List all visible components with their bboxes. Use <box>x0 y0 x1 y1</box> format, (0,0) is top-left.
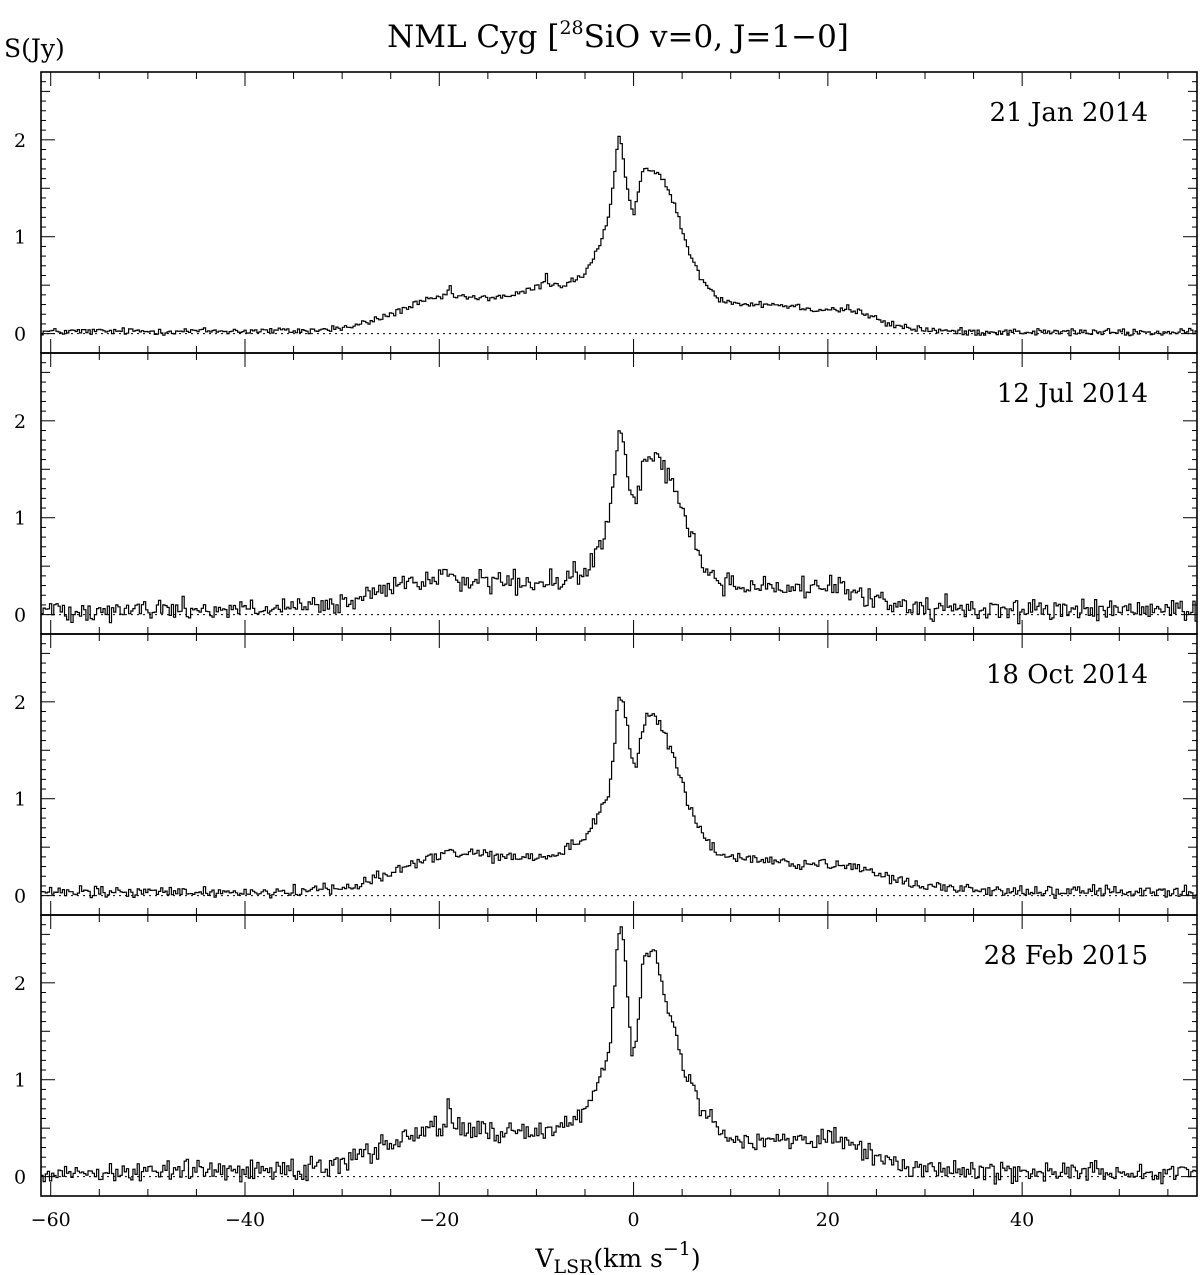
x-label-subscript: LSR <box>553 1256 594 1275</box>
spectrum-series <box>41 135 1198 337</box>
panel-frame <box>40 914 1198 1197</box>
title-prefix: NML Cyg [ <box>387 19 559 55</box>
x-label-main: V <box>534 1244 554 1273</box>
y-tick-label: 1 <box>14 227 26 249</box>
y-tick-label: 1 <box>14 789 26 811</box>
panel-label: 21 Jan 2014 <box>990 98 1148 128</box>
title-superscript: 28 <box>559 17 583 39</box>
y-tick-label: 0 <box>14 1167 26 1189</box>
panel-label: 18 Oct 2014 <box>986 660 1148 690</box>
y-tick-label: 2 <box>14 130 26 152</box>
spectrum-series <box>41 926 1198 1185</box>
y-tick-label: 0 <box>14 605 26 627</box>
x-tick-label: 0 <box>628 1209 640 1231</box>
x-tick-label: 40 <box>1010 1209 1034 1231</box>
y-tick-label: 2 <box>14 411 26 433</box>
x-tick-label: −60 <box>31 1209 71 1231</box>
spectrum-series <box>41 696 1198 899</box>
spectrum-series <box>41 430 1198 625</box>
y-tick-label: 1 <box>14 1070 26 1092</box>
title-suffix: SiO v=0, J=1−0] <box>584 19 849 55</box>
y-tick-label: 2 <box>14 973 26 995</box>
y-axis-label: S(Jy) <box>4 34 65 63</box>
x-label-exponent: −1 <box>663 1238 691 1260</box>
x-tick-label: −40 <box>225 1209 265 1231</box>
y-tick-label: 1 <box>14 508 26 530</box>
y-tick-label: 2 <box>14 692 26 714</box>
x-label-unit: (km s <box>593 1244 662 1273</box>
chart-title: NML Cyg [28SiO v=0, J=1−0] <box>387 17 849 55</box>
y-tick-label: 0 <box>14 886 26 908</box>
x-label-close: ) <box>691 1244 701 1273</box>
x-axis-label: VLSR(km s−1) <box>534 1238 700 1275</box>
panels-group: 0 1 2 21 Jan 2014 0 1 2 12 Jul 2014 0 1 2 18 Oct 20… <box>14 71 1198 1231</box>
x-tick-label: −20 <box>419 1209 459 1231</box>
x-tick-label: 20 <box>816 1209 840 1231</box>
panel-label: 12 Jul 2014 <box>997 379 1148 409</box>
panel-label: 28 Feb 2015 <box>984 941 1148 971</box>
y-tick-label: 0 <box>14 324 26 346</box>
